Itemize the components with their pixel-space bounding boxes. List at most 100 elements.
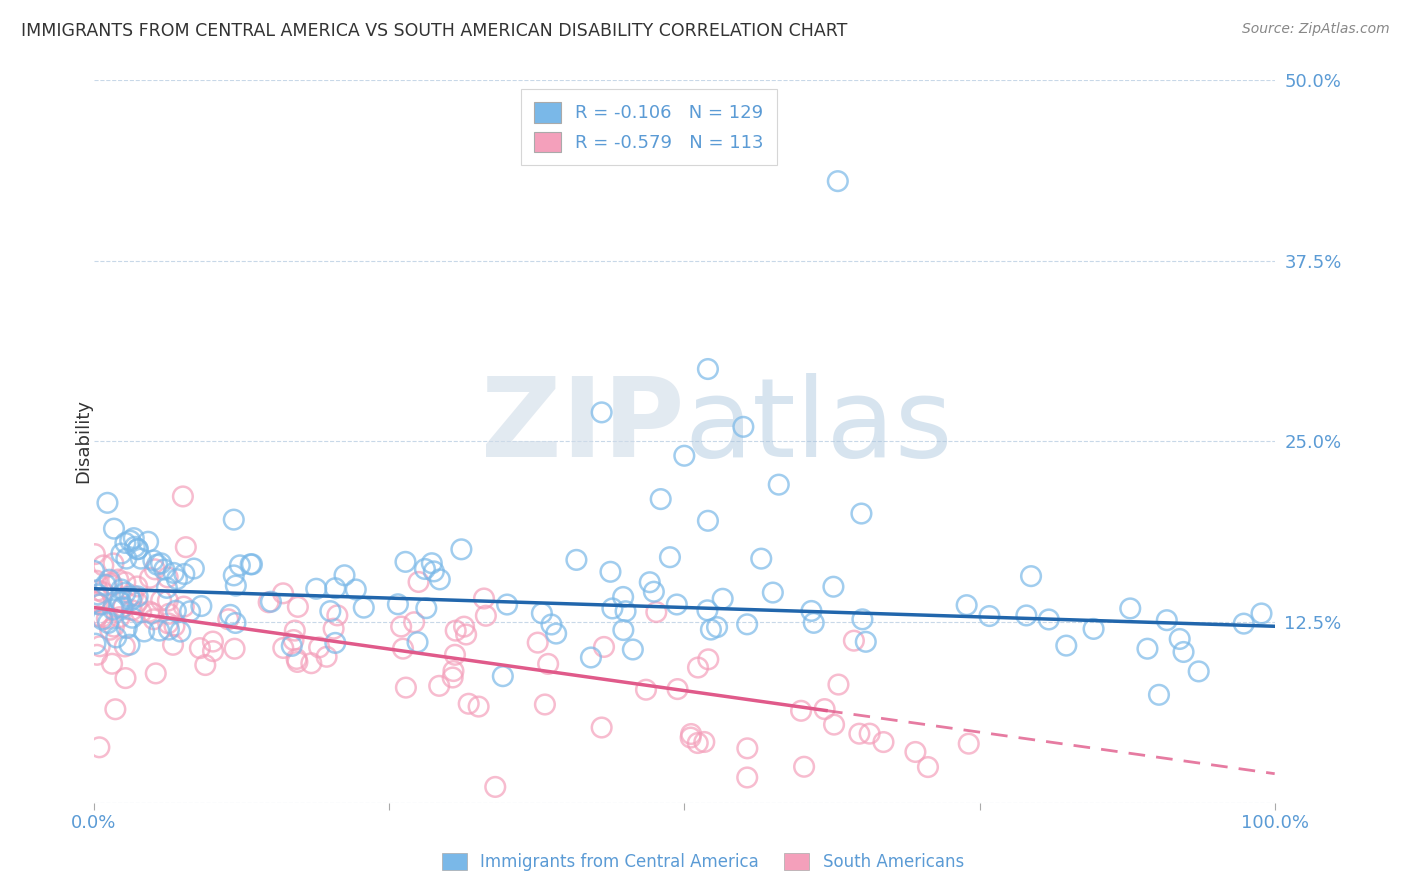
Point xyxy=(1233,616,1256,631)
Point xyxy=(565,553,588,567)
Point xyxy=(387,597,409,611)
Point xyxy=(169,624,191,639)
Point xyxy=(118,590,141,604)
Point xyxy=(285,652,308,666)
Point xyxy=(91,585,114,599)
Point xyxy=(579,650,602,665)
Point xyxy=(115,621,138,635)
Point xyxy=(103,620,125,634)
Point xyxy=(872,735,894,749)
Point xyxy=(240,558,263,572)
Point xyxy=(979,609,1001,624)
Point xyxy=(456,627,478,641)
Point xyxy=(217,612,239,626)
Point xyxy=(283,633,305,648)
Point xyxy=(91,558,114,573)
Point xyxy=(127,542,149,557)
Point xyxy=(157,607,180,621)
Point xyxy=(104,702,127,716)
Point xyxy=(91,610,114,624)
Point xyxy=(86,574,108,588)
Point xyxy=(700,623,723,637)
Point xyxy=(450,542,472,557)
Point xyxy=(827,677,849,691)
Point xyxy=(305,582,328,596)
Point xyxy=(322,622,344,636)
Point xyxy=(956,598,979,612)
Point xyxy=(107,573,129,587)
Point xyxy=(225,615,247,630)
Point xyxy=(420,556,443,570)
Point xyxy=(395,681,418,695)
Point xyxy=(540,617,562,632)
Point xyxy=(188,641,211,656)
Point xyxy=(281,639,304,653)
Point xyxy=(537,657,560,671)
Point xyxy=(114,640,136,654)
Point xyxy=(696,603,718,617)
Point xyxy=(803,615,825,630)
Point xyxy=(114,671,136,685)
Point xyxy=(1147,688,1170,702)
Point xyxy=(115,551,138,566)
Point xyxy=(827,174,849,188)
Point xyxy=(86,648,108,662)
Point xyxy=(174,540,197,554)
Point xyxy=(413,562,436,576)
Point xyxy=(851,612,873,626)
Point xyxy=(768,477,790,491)
Legend: Immigrants from Central America, South Americans: Immigrants from Central America, South A… xyxy=(434,845,972,880)
Point xyxy=(444,624,467,638)
Point xyxy=(697,652,720,666)
Point xyxy=(917,760,939,774)
Point xyxy=(150,593,173,607)
Point xyxy=(665,598,688,612)
Point xyxy=(201,644,224,658)
Point xyxy=(108,594,131,608)
Point xyxy=(323,636,346,650)
Point xyxy=(686,660,709,674)
Point xyxy=(271,640,294,655)
Text: ZIP: ZIP xyxy=(481,374,685,480)
Point xyxy=(457,697,479,711)
Point xyxy=(89,740,111,755)
Point xyxy=(749,551,772,566)
Point xyxy=(666,682,689,697)
Point xyxy=(326,608,349,623)
Point xyxy=(658,550,681,565)
Point xyxy=(87,583,110,598)
Point xyxy=(201,634,224,648)
Point xyxy=(404,615,426,630)
Point xyxy=(96,496,118,510)
Point xyxy=(124,540,146,554)
Point xyxy=(138,605,160,619)
Point xyxy=(1250,607,1272,621)
Point xyxy=(851,507,873,521)
Point xyxy=(101,657,124,671)
Point xyxy=(602,601,624,615)
Point xyxy=(111,600,134,615)
Point xyxy=(344,582,367,597)
Point xyxy=(165,604,187,618)
Point xyxy=(546,626,568,640)
Point xyxy=(101,577,124,591)
Point xyxy=(813,702,835,716)
Point xyxy=(1038,612,1060,626)
Point xyxy=(406,635,429,649)
Point xyxy=(146,558,169,572)
Point xyxy=(389,619,412,633)
Point xyxy=(612,590,634,604)
Point xyxy=(859,726,882,740)
Point xyxy=(129,551,152,566)
Point xyxy=(222,513,245,527)
Point xyxy=(287,599,309,614)
Text: Source: ZipAtlas.com: Source: ZipAtlas.com xyxy=(1241,22,1389,37)
Point xyxy=(143,562,166,576)
Point xyxy=(1188,665,1211,679)
Point xyxy=(84,637,107,651)
Point xyxy=(98,573,121,587)
Point xyxy=(127,579,149,593)
Point xyxy=(83,595,105,609)
Point xyxy=(163,566,186,580)
Point xyxy=(530,607,553,621)
